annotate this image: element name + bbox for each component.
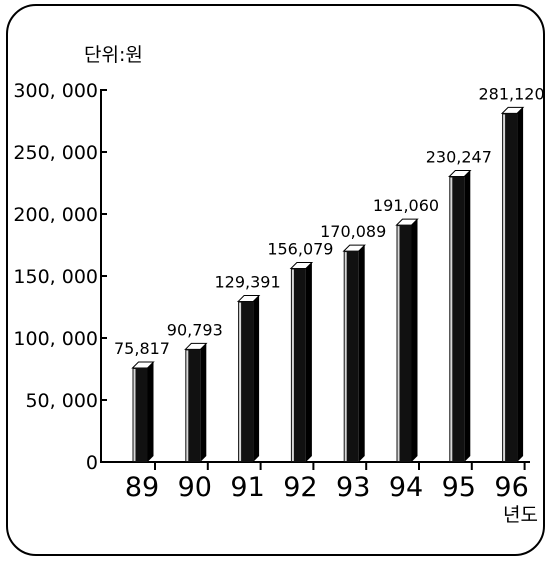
bar-side xyxy=(200,343,207,462)
bar-side xyxy=(305,262,312,462)
bar-side xyxy=(517,107,524,463)
data-label: 230,247 xyxy=(426,147,492,166)
x-tick-label: 91 xyxy=(230,472,264,503)
y-tick-label: 200, 000 xyxy=(13,204,98,226)
data-label: 129,391 xyxy=(215,273,281,292)
data-label: 191,060 xyxy=(373,196,439,215)
x-tick-label: 93 xyxy=(336,472,370,503)
bar xyxy=(132,367,148,462)
bar xyxy=(396,225,412,462)
y-tick-label: 50, 000 xyxy=(25,390,98,412)
bar-highlight xyxy=(133,368,136,461)
bar xyxy=(290,268,306,462)
bar xyxy=(185,349,201,462)
bar-highlight xyxy=(291,269,294,461)
data-label: 90,793 xyxy=(167,320,223,339)
y-tick-label: 100, 000 xyxy=(13,328,98,350)
bar-side xyxy=(411,219,418,462)
bar-side xyxy=(358,245,365,462)
bar-side xyxy=(147,361,154,462)
data-label: 75,817 xyxy=(114,339,170,358)
data-label: 170,089 xyxy=(320,222,386,241)
x-tick-label: 92 xyxy=(283,472,317,503)
y-unit-label: 단위:원 xyxy=(84,44,143,66)
data-label: 156,079 xyxy=(267,239,333,258)
x-tick-label: 96 xyxy=(494,472,528,503)
bar-highlight xyxy=(503,114,506,462)
x-tick-label: 90 xyxy=(178,472,212,503)
bar xyxy=(238,301,254,462)
bar-highlight xyxy=(239,302,242,461)
bar-highlight xyxy=(450,177,453,461)
x-unit-label: 년도 xyxy=(503,504,538,526)
bar-highlight xyxy=(397,226,400,461)
y-tick-label: 150, 000 xyxy=(13,266,98,288)
bar-highlight xyxy=(344,252,347,461)
x-tick-label: 95 xyxy=(442,472,476,503)
bar xyxy=(449,176,465,462)
bar xyxy=(343,251,359,462)
x-tick-label: 94 xyxy=(389,472,423,503)
x-tick-label: 89 xyxy=(125,472,159,503)
y-tick-label: 0 xyxy=(86,452,98,474)
y-tick-label: 250, 000 xyxy=(13,142,98,164)
chart-frame xyxy=(6,4,545,556)
bar xyxy=(502,113,518,463)
bar-side xyxy=(464,170,471,462)
y-tick-label: 300, 000 xyxy=(13,80,98,102)
data-label: 281,120 xyxy=(479,84,545,103)
bar-highlight xyxy=(186,350,189,461)
bar-side xyxy=(253,295,260,462)
